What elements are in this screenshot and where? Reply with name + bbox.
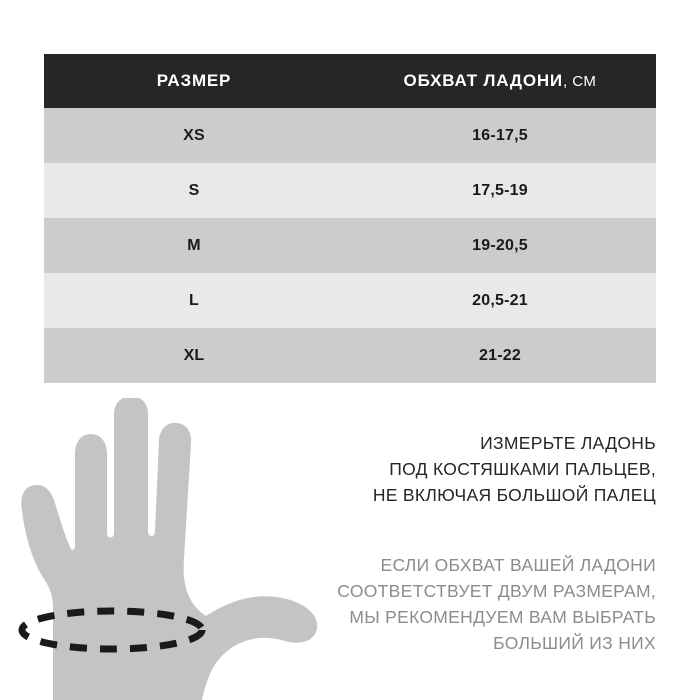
table-row: S 17,5-19 [44, 163, 656, 218]
table-body: XS 16-17,5 S 17,5-19 M 19-20,5 L 20,5-21… [44, 108, 656, 383]
cell-size: M [187, 236, 201, 254]
note-secondary-line-4: БОЛЬШИЙ ИЗ НИХ [493, 633, 656, 653]
column-header-girth-unit: , СМ [562, 73, 597, 90]
note-primary-line-3: НЕ ВКЛЮЧАЯ БОЛЬШОЙ ПАЛЕЦ [372, 485, 656, 505]
cell-girth: 17,5-19 [472, 181, 528, 199]
note-primary-line-1: ИЗМЕРЬТЕ ЛАДОНЬ [480, 433, 656, 453]
cell-girth: 20,5-21 [472, 291, 528, 309]
cell-girth: 21-22 [479, 346, 521, 364]
note-measure-instruction: ИЗМЕРЬТЕ ЛАДОНЬ ПОД КОСТЯШКАМИ ПАЛЬЦЕВ, … [276, 430, 656, 508]
note-size-recommendation: ЕСЛИ ОБХВАТ ВАШЕЙ ЛАДОНИ СООТВЕТСТВУЕТ Д… [276, 508, 656, 656]
column-header-size: РАЗМЕР [156, 71, 232, 90]
cell-size: S [188, 181, 200, 199]
table-row: L 20,5-21 [44, 273, 656, 328]
instruction-notes: ИЗМЕРЬТЕ ЛАДОНЬ ПОД КОСТЯШКАМИ ПАЛЬЦЕВ, … [276, 430, 656, 656]
cell-girth: 16-17,5 [472, 126, 528, 144]
note-secondary-line-1: ЕСЛИ ОБХВАТ ВАШЕЙ ЛАДОНИ [380, 555, 656, 575]
table-row: XL 21-22 [44, 328, 656, 383]
cell-size: L [189, 291, 199, 309]
size-chart-table: РАЗМЕР ОБХВАТ ЛАДОНИ, СМ XS 16-17,5 S 17… [44, 54, 656, 383]
note-secondary-line-3: МЫ РЕКОМЕНДУЕМ ВАМ ВЫБРАТЬ [349, 607, 656, 627]
table-header-row: РАЗМЕР ОБХВАТ ЛАДОНИ, СМ [44, 54, 656, 108]
measuring-ring-dashed-icon [18, 607, 206, 653]
table-header: РАЗМЕР ОБХВАТ ЛАДОНИ, СМ [44, 54, 656, 108]
hand-silhouette-icon [21, 398, 318, 700]
hand-svg [18, 398, 318, 700]
column-header-girth: ОБХВАТ ЛАДОНИ, СМ [344, 54, 656, 108]
note-secondary-line-2: СООТВЕТСТВУЕТ ДВУМ РАЗМЕРАМ, [337, 581, 656, 601]
cell-girth: 19-20,5 [472, 236, 528, 254]
hand-illustration [0, 398, 320, 700]
table-row: M 19-20,5 [44, 218, 656, 273]
table-row: XS 16-17,5 [44, 108, 656, 163]
cell-size: XS [183, 126, 205, 144]
cell-size: XL [183, 346, 205, 364]
note-primary-line-2: ПОД КОСТЯШКАМИ ПАЛЬЦЕВ, [389, 459, 656, 479]
column-header-girth-label: ОБХВАТ ЛАДОНИ [403, 71, 563, 90]
